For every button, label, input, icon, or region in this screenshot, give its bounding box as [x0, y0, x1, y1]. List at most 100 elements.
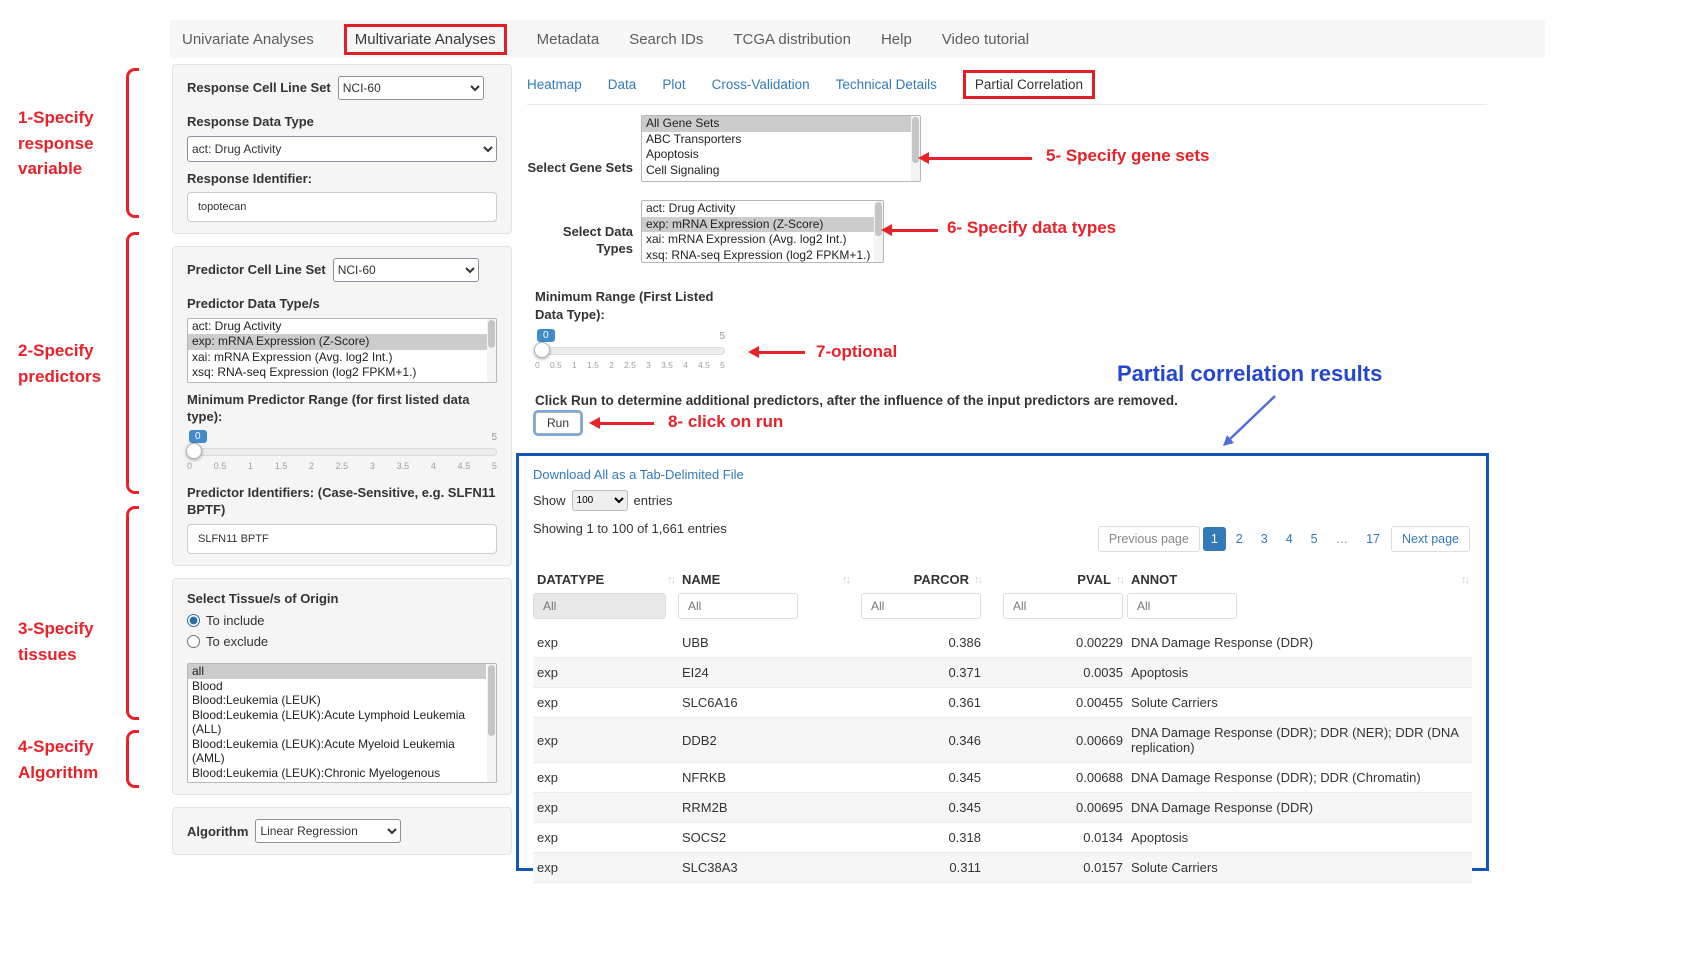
- response-panel: Response Cell Line Set NCI-60 Response D…: [172, 64, 512, 235]
- annotation-step8: 8- click on run: [668, 412, 784, 431]
- tab-plot[interactable]: Plot: [662, 77, 686, 92]
- next-page-button[interactable]: Next page: [1391, 526, 1470, 552]
- radio-exclude[interactable]: [187, 635, 200, 649]
- listbox-option[interactable]: act: Drug Activity: [646, 201, 736, 215]
- response-identifier-input[interactable]: [187, 192, 497, 223]
- page-button[interactable]: …: [1328, 527, 1357, 551]
- predictor-identifiers-input[interactable]: [187, 523, 497, 554]
- algorithm-select[interactable]: Linear Regression: [255, 819, 402, 844]
- scrollbar-thumb[interactable]: [912, 117, 919, 163]
- cell-pval: 0.00695: [985, 792, 1127, 823]
- listbox-option[interactable]: Blood:Leukemia (LEUK): [192, 693, 321, 708]
- listbox-option[interactable]: All Gene Sets: [642, 116, 920, 132]
- cell-datatype: exp: [533, 717, 678, 763]
- predictor-cell-line-set-select[interactable]: NCI-60: [332, 258, 479, 283]
- nav-item-video-tutorial[interactable]: Video tutorial: [941, 30, 1030, 48]
- scrollbar[interactable]: [487, 664, 496, 783]
- nav-item-help[interactable]: Help: [880, 30, 912, 48]
- page-button-2[interactable]: 2: [1228, 527, 1251, 551]
- cell-name: DDB2: [678, 717, 853, 763]
- gene-sets-listbox[interactable]: All Gene Sets ABC Transporters Apoptosis…: [641, 115, 921, 182]
- filter-name[interactable]: [678, 593, 798, 619]
- cell-datatype: exp: [533, 657, 678, 688]
- nav-item-search-ids[interactable]: Search IDs: [629, 30, 704, 48]
- cell-name: EI24: [678, 657, 853, 688]
- page-button-5[interactable]: 5: [1303, 527, 1326, 551]
- scrollbar[interactable]: [487, 318, 496, 382]
- slider-tick: 4.5: [457, 460, 471, 471]
- listbox-option[interactable]: Blood:Leukemia (LEUK):Acute Myeloid Leuk…: [192, 736, 455, 766]
- predictor-range-slider[interactable]: 0 5 0 0.5 1 1.5 2 2.5 3 3.5 4 4.5 5: [186, 429, 497, 476]
- listbox-option[interactable]: Blood:Leukemia (LEUK):Chronic Myelogenou…: [192, 765, 441, 783]
- slider-track[interactable]: [535, 347, 725, 355]
- column-header-name[interactable]: NAME ↑↓: [678, 566, 853, 593]
- filter-row: [533, 593, 1472, 628]
- tissue-listbox[interactable]: all Blood Blood:Leukemia (LEUK) Blood:Le…: [187, 663, 497, 784]
- tissue-include-radio[interactable]: To include: [187, 613, 497, 628]
- radio-include[interactable]: [187, 614, 200, 628]
- listbox-option[interactable]: act: Drug Activity: [192, 318, 282, 333]
- slider-handle[interactable]: [186, 442, 202, 459]
- data-types-listbox[interactable]: act: Drug Activity exp: mRNA Expression …: [641, 200, 884, 263]
- column-label: NAME: [682, 572, 721, 587]
- page-button-17[interactable]: 17: [1358, 527, 1388, 551]
- nav-item-univariate-analyses[interactable]: Univariate Analyses: [182, 30, 314, 48]
- tab-technical-details[interactable]: Technical Details: [835, 77, 937, 92]
- response-data-type-select[interactable]: act: Drug Activity: [187, 135, 497, 162]
- listbox-option[interactable]: xsq: RNA-seq Expression (log2 FPKM+1.): [646, 247, 871, 262]
- scrollbar[interactable]: [874, 201, 883, 262]
- sort-icon: ↑↓: [974, 573, 983, 586]
- slider-tick: 5: [720, 360, 725, 370]
- column-header-datatype[interactable]: DATATYPE ↑↓: [533, 566, 678, 593]
- page-button-1[interactable]: 1: [1202, 527, 1226, 551]
- run-button[interactable]: Run: [535, 412, 582, 434]
- listbox-option[interactable]: xsq: RNA-seq Expression (log2 FPKM+1.): [192, 365, 417, 380]
- listbox-option[interactable]: Blood:Leukemia (LEUK):Acute Lymphoid Leu…: [192, 707, 466, 737]
- nav-item-tcga-distribution[interactable]: TCGA distribution: [733, 30, 851, 48]
- slider-tick: 4: [430, 460, 436, 471]
- slider-tick: 2.5: [335, 460, 349, 471]
- nav-item-metadata[interactable]: Metadata: [536, 30, 600, 48]
- tab-data[interactable]: Data: [607, 77, 637, 92]
- filter-datatype[interactable]: [533, 593, 666, 619]
- listbox-option[interactable]: Blood: [192, 678, 223, 693]
- listbox-option[interactable]: ABC Transporters: [646, 131, 742, 146]
- annotation-step1: 1-Specify response variable: [18, 108, 94, 178]
- min-range-slider[interactable]: 0 5 0 0.5 1 1.5 2 2.5 3 3.5 4 4.5 5: [534, 329, 725, 375]
- listbox-option[interactable]: xai: mRNA Expression (Avg. log2 Int.): [192, 349, 393, 364]
- download-link[interactable]: Download All as a Tab-Delimited File: [533, 467, 744, 482]
- listbox-option[interactable]: exp: mRNA Expression (Z-Score): [642, 216, 883, 232]
- page-button-3[interactable]: 3: [1253, 527, 1276, 551]
- column-header-annot[interactable]: ANNOT ↑↓: [1127, 566, 1472, 593]
- column-header-parcor[interactable]: PARCOR ↑↓: [853, 566, 985, 593]
- nav-item-multivariate-analyses[interactable]: Multivariate Analyses: [343, 23, 507, 55]
- slider-handle[interactable]: [534, 342, 550, 358]
- tissue-exclude-radio[interactable]: To exclude: [187, 634, 497, 649]
- listbox-option[interactable]: exp: mRNA Expression (Z-Score): [188, 334, 496, 350]
- scrollbar-thumb[interactable]: [488, 665, 495, 737]
- response-cell-line-set-select[interactable]: NCI-60: [337, 76, 484, 100]
- filter-pval[interactable]: [1003, 593, 1123, 619]
- listbox-option[interactable]: Apoptosis: [646, 147, 699, 161]
- filter-parcor[interactable]: [861, 593, 981, 619]
- listbox-option[interactable]: all: [188, 664, 486, 679]
- predictor-data-types-listbox[interactable]: act: Drug Activity exp: mRNA Expression …: [187, 317, 497, 383]
- previous-page-button[interactable]: Previous page: [1097, 526, 1200, 552]
- filter-annot[interactable]: [1127, 593, 1237, 619]
- bracket-step4: [126, 730, 139, 788]
- slider-max-label: 5: [719, 331, 725, 342]
- scrollbar-thumb[interactable]: [875, 202, 882, 236]
- page-button-4[interactable]: 4: [1278, 527, 1301, 551]
- scrollbar[interactable]: [911, 116, 920, 181]
- tab-partial-correlation[interactable]: Partial Correlation: [962, 70, 1095, 99]
- listbox-option[interactable]: Cell Signaling: [646, 162, 720, 177]
- column-header-pval[interactable]: PVAL ↑↓: [985, 566, 1127, 593]
- gene-sets-field: Select Gene Sets All Gene Sets ABC Trans…: [527, 115, 921, 182]
- listbox-option[interactable]: xai: mRNA Expression (Avg. log2 Int.): [646, 232, 847, 246]
- show-entries-select[interactable]: 100: [571, 490, 628, 511]
- slider-track[interactable]: [187, 447, 497, 456]
- tab-heatmap[interactable]: Heatmap: [527, 77, 582, 92]
- scrollbar-thumb[interactable]: [488, 319, 495, 348]
- sort-icon: ↑↓: [667, 573, 676, 586]
- tab-cross-validation[interactable]: Cross-Validation: [711, 77, 810, 92]
